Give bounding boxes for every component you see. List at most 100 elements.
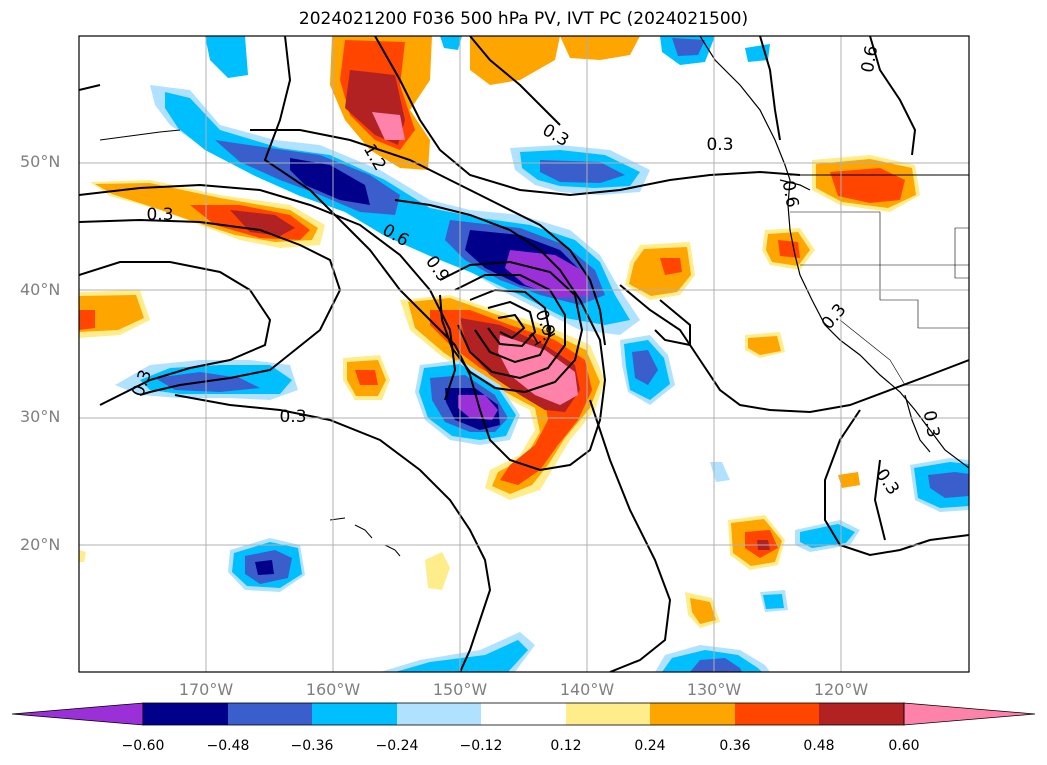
contour-line [374,36,801,197]
colorbar-tick-label: 0.60 [888,738,920,754]
lon-label: 170°W [178,680,234,699]
lon-label: 160°W [305,680,361,699]
coastline [904,394,931,453]
lat-label: 40°N [20,280,61,299]
pv-anomaly-fill [79,36,969,672]
positive-anomaly-region [660,258,682,275]
positive-anomaly-region [778,240,800,258]
colorbar-segment [566,703,650,725]
negative-anomaly-region [290,158,370,205]
contour-line [263,36,607,472]
colorbar-segment [735,703,819,725]
negative-anomaly-region [395,640,528,672]
positive-anomaly-region [79,310,95,330]
colorbar-segment [11,702,144,726]
colorbar-tick-label: −0.60 [121,738,165,754]
positive-anomaly-region [748,336,781,355]
positive-anomaly-region [838,472,860,488]
colorbar-tick-label: −0.36 [290,738,334,754]
negative-anomaly-region [763,594,784,609]
positive-anomaly-region [560,36,640,60]
colorbar-segment [228,703,312,725]
contour-label: 0.3 [919,409,943,439]
contour-line [469,288,552,364]
contour-label: 0.3 [146,205,173,225]
contour-line [759,36,781,141]
colorbar [11,702,1036,726]
lat-label: 50°N [20,152,61,171]
contour-label: 0.3 [279,407,306,427]
negative-anomaly-region [255,560,274,575]
colorbar-segment [650,703,735,725]
contour-line [79,84,101,91]
negative-anomaly-region [690,658,742,672]
positive-anomaly-region [230,210,295,236]
lon-label: 130°W [686,680,742,699]
positive-anomaly-region [498,335,578,405]
contour-line [469,36,561,126]
negative-anomaly-region [440,36,462,50]
positive-anomaly-region [470,36,560,85]
colorbar-segment [143,703,228,725]
state-border [790,211,881,265]
graticule [79,36,969,672]
contour-line [873,459,886,541]
contour-label: 0.3 [706,135,733,155]
map-frame [78,35,970,673]
island [384,544,401,557]
lat-label: 20°N [20,535,61,554]
contour-line [454,274,566,380]
negative-anomaly-region [540,160,625,183]
negative-anomaly-region [672,38,705,56]
positive-anomaly-region [425,552,450,590]
positive-anomaly-region [372,112,405,140]
state-border [839,319,969,386]
colorbar-segment [481,703,566,725]
state-border [879,265,969,329]
state-border [954,227,969,279]
lat-label: 30°N [20,407,61,426]
colorbar-segment [397,703,481,725]
positive-anomaly-region [79,550,86,562]
map-title: 2024021200 F036 500 hPa PV, IVT PC (2024… [298,9,749,29]
contour-line [439,260,584,394]
contour-line [487,300,537,348]
contour-label: 0.6 [858,44,882,74]
lon-label: 120°W [813,680,869,699]
colorbar-tick-label: 0.36 [719,738,751,754]
colorbar-tick-label: 0.24 [634,738,666,754]
negative-anomaly-region [505,250,590,298]
colorbar-tick-label: −0.24 [375,738,419,754]
contour-label: 0.3 [818,300,851,334]
colorbar-tick-label: 0.48 [803,738,835,754]
coastline [699,36,969,469]
coastline [779,179,811,191]
contour-label: 0.6 [778,179,802,209]
contour-line [79,183,457,401]
island [354,524,373,539]
negative-anomaly-region [632,350,658,385]
negative-anomaly-region [458,395,498,420]
lon-label: 140°W [559,680,615,699]
contour-line [497,313,526,340]
lon-label: 150°W [432,680,488,699]
contour-line [589,399,672,672]
negative-anomaly-region [205,36,248,78]
island [99,129,181,141]
colorbar-segment [903,702,1036,726]
contour-line [174,394,492,672]
colorbar-tick-label: 0.12 [550,738,582,754]
contour-line [619,284,969,414]
colorbar-segment [312,703,397,725]
colorbar-tick-label: −0.48 [206,738,250,754]
positive-anomaly-region [355,370,378,385]
island [329,517,346,521]
contour-line [79,261,272,406]
positive-anomaly-region [690,598,716,624]
negative-anomaly-region [710,462,730,482]
colorbar-segment [819,703,904,725]
positive-anomaly-region [830,168,905,203]
positive-anomaly-region [79,295,144,332]
negative-anomaly-region [928,472,969,498]
